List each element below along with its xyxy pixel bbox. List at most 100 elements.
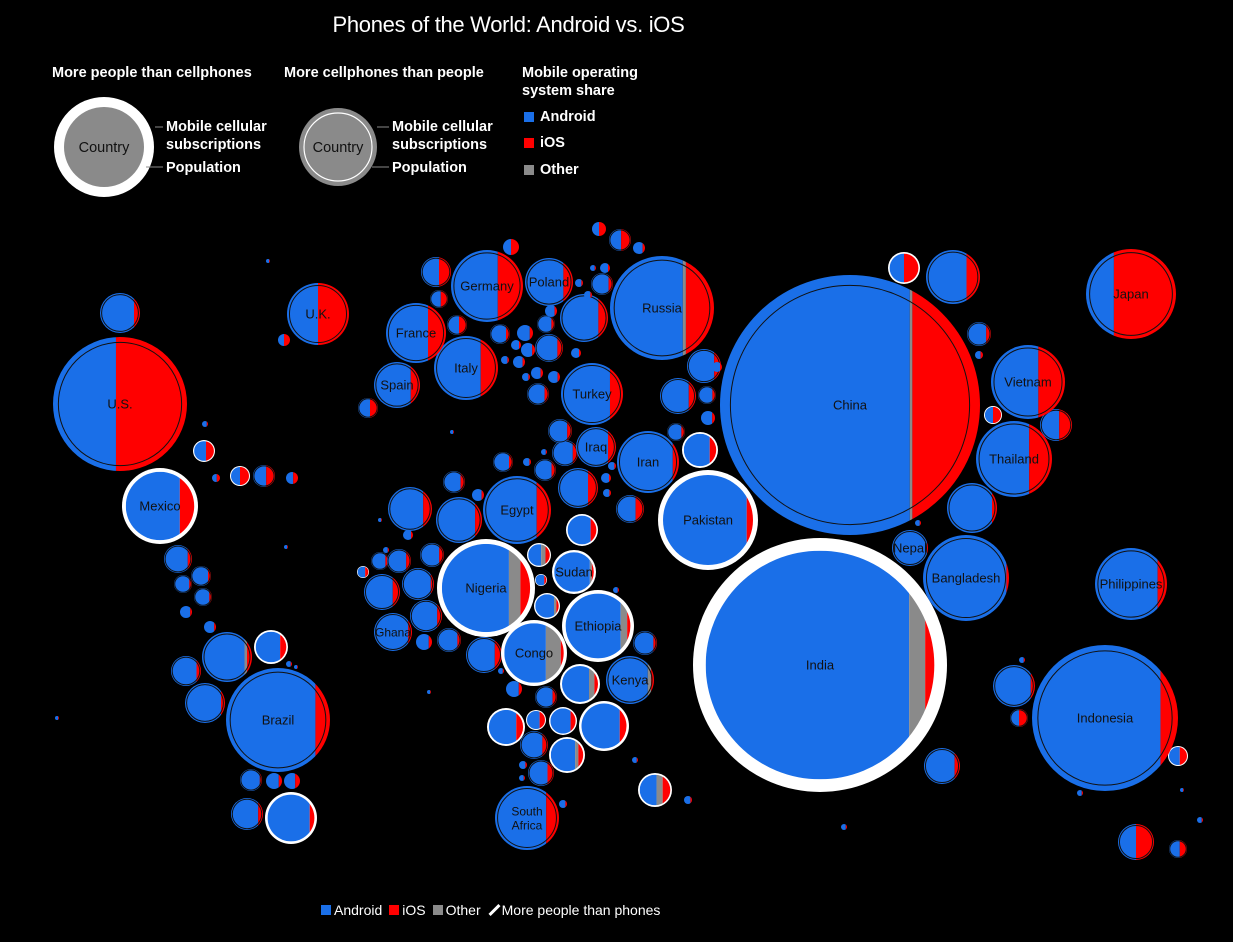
- country-bubble: [254, 630, 288, 664]
- country-bubble: [55, 716, 59, 720]
- legend-example-more-phones: Country: [299, 108, 389, 186]
- country-bubble: [535, 574, 547, 586]
- country-bubble: [450, 430, 454, 434]
- country-bubble: [164, 545, 192, 573]
- country-bubble: [204, 621, 216, 633]
- bubble-brazil: Brazil: [226, 668, 330, 772]
- country-bubble: [253, 465, 275, 487]
- footer-more-people: More people than phones: [501, 902, 661, 918]
- svg-text:Iran: Iran: [637, 455, 659, 470]
- country-bubble: [701, 411, 715, 425]
- bubble-unlabeled: [100, 293, 140, 333]
- bubble-thailand: Thailand: [976, 421, 1052, 497]
- country-bubble: [947, 483, 997, 533]
- legend-subs-label-1b: subscriptions: [166, 137, 262, 153]
- country-bubble: [501, 356, 509, 364]
- country-bubble: [174, 575, 192, 593]
- bubble-india: India: [693, 538, 947, 792]
- legend-more-people-heading: More people than cellphones: [52, 65, 252, 81]
- country-bubble: [436, 497, 482, 543]
- country-bubble: [1019, 657, 1025, 663]
- country-bubble: [608, 462, 616, 470]
- country-bubble: [498, 668, 504, 674]
- bubble-turkey: Turkey: [561, 363, 623, 425]
- country-bubble: [667, 423, 685, 441]
- country-bubble: [579, 701, 629, 751]
- svg-text:Russia: Russia: [642, 301, 683, 316]
- country-bubble: [975, 351, 983, 359]
- svg-text:Brazil: Brazil: [262, 713, 295, 728]
- svg-text:Egypt: Egypt: [500, 503, 534, 518]
- country-bubble: [388, 487, 432, 531]
- bubble-vietnam: Vietnam: [991, 345, 1065, 419]
- country-bubble: [447, 315, 467, 335]
- bubble-china: China: [720, 275, 980, 535]
- svg-text:Bangladesh: Bangladesh: [932, 571, 1001, 586]
- country-bubble: [387, 549, 411, 573]
- country-bubble: [1197, 817, 1203, 823]
- svg-text:France: France: [396, 326, 436, 341]
- country-bubble: [712, 362, 722, 372]
- country-bubble: [924, 748, 960, 784]
- country-bubble: [559, 800, 567, 808]
- country-bubble: [240, 769, 262, 791]
- svg-text:Africa: Africa: [512, 819, 543, 833]
- country-bubble: [284, 545, 288, 549]
- country-bubble: [584, 291, 592, 299]
- country-bubble: [403, 530, 413, 540]
- svg-text:Italy: Italy: [454, 361, 478, 376]
- bubble-nepal: Nepal: [892, 530, 928, 566]
- bubble-spain: Spain: [374, 362, 420, 408]
- country-bubble: [202, 421, 208, 427]
- country-bubble: [402, 568, 434, 600]
- country-bubble: [609, 229, 631, 251]
- country-bubble: [490, 324, 510, 344]
- country-bubble: [616, 495, 644, 523]
- country-bubble: [592, 222, 606, 236]
- country-bubble: [566, 514, 598, 546]
- svg-text:Pakistan: Pakistan: [683, 513, 733, 528]
- country-bubble: [526, 710, 546, 730]
- svg-text:Vietnam: Vietnam: [1004, 375, 1051, 390]
- svg-text:Ethiopia: Ethiopia: [575, 619, 623, 634]
- country-bubble: [613, 587, 619, 593]
- country-bubble: [1180, 788, 1184, 792]
- footer-legend: Android iOS Other More people than phone…: [321, 902, 667, 918]
- legend-population-label-2: Population: [392, 160, 467, 176]
- svg-text:South: South: [511, 805, 542, 819]
- country-bubble: [541, 449, 547, 455]
- svg-text:Spain: Spain: [380, 378, 413, 393]
- country-bubble: [427, 690, 431, 694]
- legend-country-label-1: Country: [79, 140, 131, 156]
- country-bubble: [535, 334, 563, 362]
- country-bubble: [603, 489, 611, 497]
- legend-ios: iOS: [524, 135, 565, 151]
- legend-example-more-people: Country: [54, 97, 163, 197]
- country-bubble: [660, 378, 696, 414]
- country-bubble: [537, 315, 555, 333]
- country-bubble: [231, 798, 263, 830]
- country-bubble: [528, 760, 554, 786]
- country-bubble: [443, 471, 465, 493]
- bubble-egypt: Egypt: [483, 476, 551, 544]
- country-bubble: [506, 681, 522, 697]
- svg-text:Poland: Poland: [529, 275, 569, 290]
- country-bubble: [421, 257, 451, 287]
- svg-text:Sudan: Sudan: [555, 565, 593, 580]
- bubble-philippines: Philippines: [1095, 548, 1167, 620]
- country-bubble: [1077, 790, 1083, 796]
- country-bubble: [915, 520, 921, 526]
- legend-subs-label-2a: Mobile cellular: [392, 119, 493, 135]
- bubble-u-s-: U.S.: [53, 337, 187, 471]
- country-bubble: [520, 731, 548, 759]
- country-bubble: [511, 340, 521, 350]
- country-bubble: [410, 600, 442, 632]
- country-bubble: [521, 343, 535, 357]
- country-bubble: [575, 279, 583, 287]
- legend-more-phones-heading: More cellphones than people: [284, 65, 484, 81]
- country-bubble: [549, 737, 585, 773]
- chart-title: Phones of the World: Android vs. iOS: [332, 12, 685, 37]
- country-bubble: [212, 474, 220, 482]
- country-bubble: [633, 631, 657, 655]
- country-bubble: [993, 665, 1035, 707]
